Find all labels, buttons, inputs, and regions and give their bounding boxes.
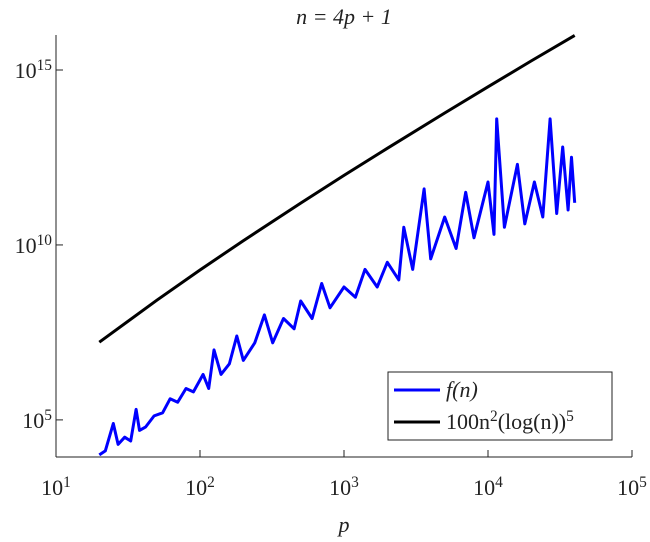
chart-title: n = 4p + 1 (296, 4, 392, 29)
x-tick-label: 104 (473, 474, 503, 501)
legend-label: f(n) (446, 377, 478, 402)
x-tick-label: 102 (185, 474, 215, 501)
y-tick-label: 1010 (15, 231, 53, 258)
y-tick-label: 105 (22, 406, 52, 433)
x-tick-label: 103 (329, 474, 359, 501)
x-tick-label: 105 (617, 474, 647, 501)
x-tick-label: 101 (41, 474, 71, 501)
series-line (98, 34, 576, 344)
legend-label: 100n2(log(n))5 (446, 408, 574, 435)
series-line (98, 117, 577, 457)
y-tick-label: 1015 (15, 56, 53, 83)
x-axis-label: p (337, 512, 350, 537)
legend-box (387, 371, 613, 441)
